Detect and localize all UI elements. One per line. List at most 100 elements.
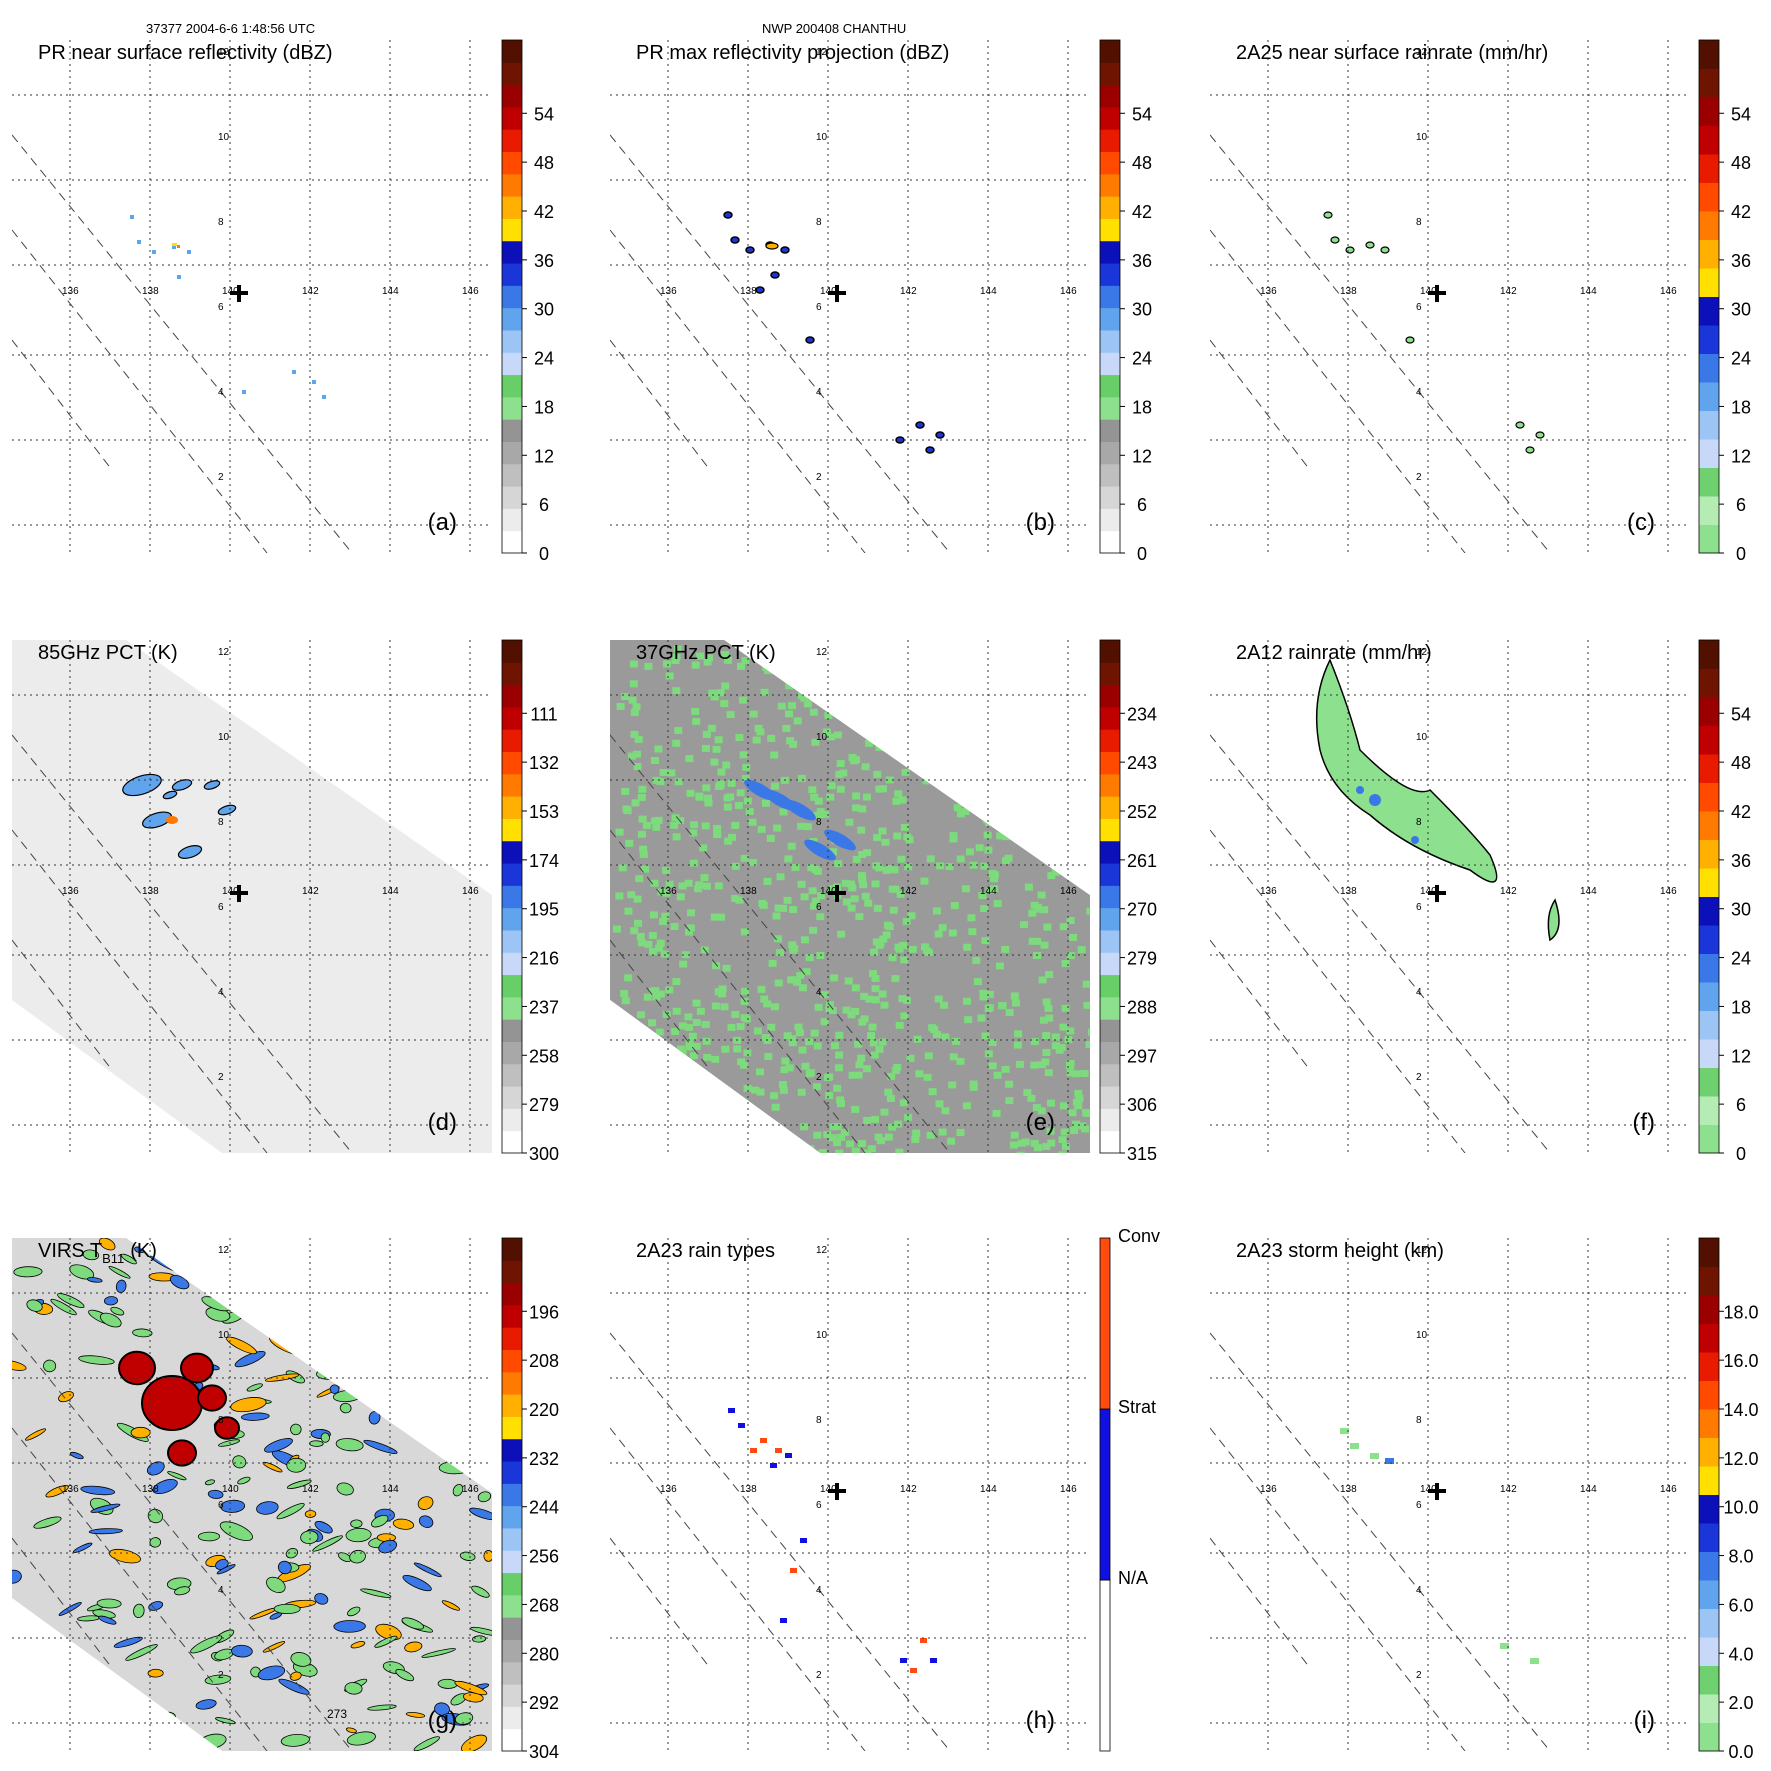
virs-cloud-cell (405, 1711, 426, 1718)
pct-green-cell (1080, 1070, 1089, 1078)
lat-tick-label: 12 (218, 1245, 230, 1256)
virs-cloud-cell (312, 1535, 343, 1552)
lon-tick-label: 138 (142, 1484, 159, 1495)
virs-cloud-cell (413, 1736, 440, 1751)
pct-green-cell (1027, 1094, 1036, 1102)
pct-green-cell (1001, 1065, 1010, 1073)
pct-green-cell (771, 1103, 780, 1111)
virs-cold-core (214, 1416, 240, 1440)
pct-green-cell (695, 881, 704, 889)
colorbar-tick-label: 306 (1127, 1095, 1157, 1115)
pct-green-cell (727, 1023, 736, 1031)
pct-green-cell (834, 1064, 843, 1072)
pct-green-cell (1082, 980, 1090, 988)
pct-green-cell (771, 1003, 780, 1011)
pct-green-cell (676, 893, 685, 901)
colorbar-tick-label: 24 (1132, 349, 1152, 369)
virs-cloud-cell (264, 1438, 293, 1453)
virs-cloud-cell (378, 1539, 398, 1554)
pct-green-cell (932, 907, 941, 915)
pct-green-cell (1030, 1038, 1039, 1046)
pct-green-cell (678, 1022, 687, 1030)
colorbar-segment (502, 996, 522, 1020)
pct-green-cell (1002, 857, 1011, 865)
colorbar-segment (1100, 840, 1120, 864)
rain-type-pixel (760, 1438, 767, 1443)
pct-green-cell (920, 877, 929, 885)
colorbar-segment (1100, 374, 1120, 398)
pct-green-cell (634, 919, 643, 927)
storm-height-pixel (1385, 1458, 1394, 1464)
swath-edge-line (610, 339, 711, 471)
pct-green-cell (873, 834, 882, 842)
pct-green-cell (800, 936, 809, 944)
lat-tick-label: 8 (1416, 217, 1422, 228)
rain-type-pixel (800, 1538, 807, 1543)
colorbar-segment (502, 751, 522, 775)
pct-green-cell (894, 790, 903, 798)
map-area (1210, 1238, 1690, 1751)
pct-green-cell (1038, 1061, 1047, 1069)
pct-green-cell (774, 979, 783, 987)
pct-green-cell (1068, 1109, 1077, 1117)
colorbar-tick-label: 42 (534, 202, 554, 222)
pct-green-cell (812, 1083, 821, 1091)
virs-cloud-cell (314, 1593, 329, 1605)
virs-cloud-cell (133, 1603, 145, 1619)
pct-green-cell (741, 774, 750, 782)
pct-green-cell (672, 978, 681, 986)
pct-green-cell (823, 1131, 832, 1139)
pct-green-cell (902, 996, 911, 1004)
colorbar-category-label: Strat (1118, 1397, 1156, 1417)
rain-type-pixel (770, 1463, 777, 1468)
pct-green-cell (691, 661, 700, 669)
colorbar-segment (1699, 1039, 1719, 1068)
pct-green-cell (905, 836, 914, 844)
pct-green-cell (758, 899, 767, 907)
colorbar-segment (502, 1304, 522, 1328)
swath-edge-line (610, 829, 866, 1153)
pct-green-cell (871, 880, 880, 888)
colorbar-tick-label: 42 (1731, 802, 1751, 822)
pct-green-cell (930, 1026, 939, 1034)
lon-tick-label: 136 (62, 886, 79, 897)
rain-cell (1405, 336, 1415, 344)
pct-green-cell (615, 892, 624, 900)
pct-green-cell (873, 770, 882, 778)
pct-green-cell (924, 1052, 933, 1060)
lon-tick-label: 146 (1060, 886, 1077, 897)
virs-cloud-cell (471, 1585, 490, 1598)
pct-green-cell (822, 728, 831, 736)
virs-cloud-cell (286, 1457, 307, 1473)
colorbar-category-label: Conv (1118, 1226, 1160, 1246)
pct-green-cell (665, 672, 674, 680)
colorbar-segment (502, 285, 522, 309)
pct-green-cell (671, 814, 680, 822)
virs-cloud-cell (347, 1606, 361, 1617)
pct-green-cell (728, 833, 737, 841)
pct-green-cell (875, 1045, 884, 1053)
pct-green-cell (720, 1152, 729, 1153)
pct-green-cell (824, 712, 833, 720)
pct-green-cell (657, 888, 666, 896)
colorbar-segment (502, 129, 522, 153)
pct-green-cell (711, 1055, 720, 1063)
reflectivity-cell (723, 211, 733, 219)
pct-green-cell (800, 1123, 809, 1131)
pct-green-cell (908, 945, 917, 953)
pct-green-cell (968, 928, 977, 936)
virs-cloud-cell (336, 1482, 354, 1496)
swath-edge-line (12, 1427, 268, 1751)
virs-cloud-cell (461, 1734, 488, 1751)
pct-green-cell (721, 682, 730, 690)
pct-green-cell (865, 995, 874, 1003)
virs-cloud-cell (262, 1461, 283, 1473)
pct-green-cell (630, 660, 639, 668)
map-panel: 136138140142144146246810122A12 rainrate … (1210, 640, 1690, 1153)
pct-green-cell (980, 905, 989, 913)
pct-green-cell (798, 1046, 807, 1054)
virs-cloud-cell (339, 1402, 352, 1414)
virs-cloud-cell (88, 1528, 123, 1535)
colorbar-tick-label: 48 (1731, 753, 1751, 773)
